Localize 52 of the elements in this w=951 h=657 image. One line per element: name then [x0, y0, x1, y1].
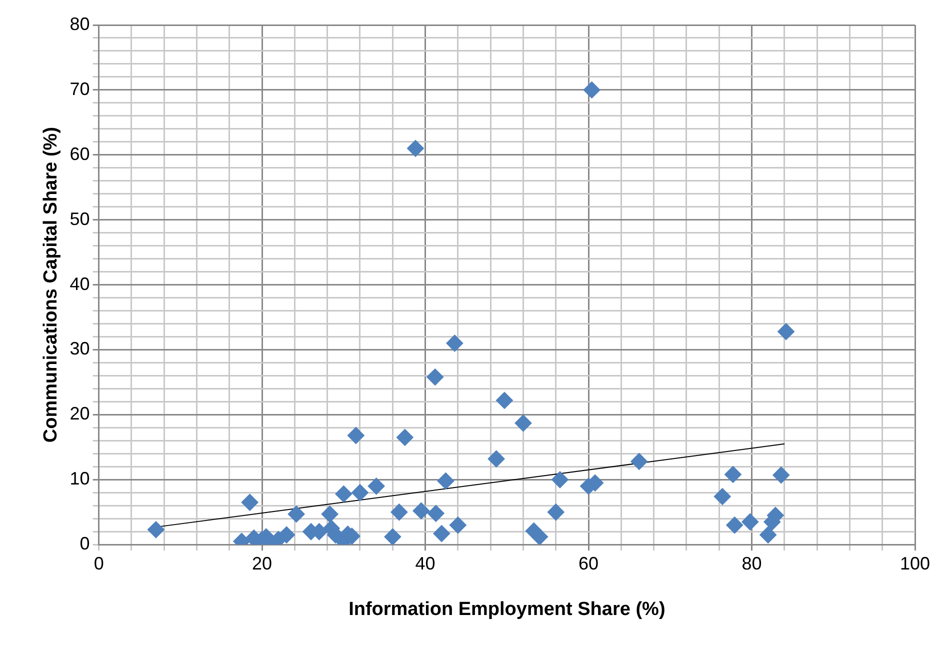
point	[278, 526, 296, 544]
point	[724, 466, 742, 483]
point	[407, 140, 424, 157]
point	[742, 513, 759, 530]
point	[384, 528, 402, 545]
point	[630, 452, 648, 470]
point	[488, 450, 505, 468]
x-tick-label: 80	[742, 553, 762, 574]
x-tick-label: 20	[252, 553, 272, 574]
point	[496, 392, 513, 409]
y-tick-label: 70	[70, 78, 90, 99]
point	[437, 472, 454, 490]
point	[547, 504, 564, 521]
y-tick-label: 40	[70, 274, 90, 294]
y-tick-label: 10	[70, 468, 90, 489]
y-axis-title: Communications Capital Share (%)	[40, 126, 62, 443]
point	[335, 485, 352, 502]
point	[714, 488, 731, 506]
x-tick-label: 40	[415, 553, 436, 574]
point	[514, 414, 532, 432]
x-tick-label: 60	[578, 553, 599, 574]
point	[288, 506, 305, 523]
x-axis-title: Information Employment Share (%)	[348, 598, 666, 620]
point	[368, 478, 385, 495]
point	[412, 502, 430, 520]
point	[426, 368, 444, 386]
y-tick-label: 20	[70, 404, 90, 424]
point	[551, 471, 568, 488]
x-tick-label: 0	[94, 553, 104, 574]
point	[446, 334, 464, 352]
point	[396, 428, 414, 446]
point	[449, 516, 466, 534]
point	[433, 525, 450, 542]
point	[760, 526, 777, 544]
point	[427, 504, 444, 522]
point	[347, 426, 364, 444]
y-tick-label: 30	[70, 338, 90, 359]
point	[778, 323, 795, 340]
y-tick-label: 0	[80, 534, 90, 554]
point	[147, 521, 164, 538]
point	[241, 494, 258, 511]
point	[390, 504, 408, 521]
point	[726, 516, 744, 534]
point	[772, 466, 790, 484]
point	[531, 528, 548, 545]
y-tick-label: 50	[70, 208, 90, 229]
point	[583, 81, 600, 98]
point	[352, 484, 368, 502]
point	[321, 506, 338, 523]
y-tick-label: 60	[70, 144, 90, 164]
x-tick-label: 100	[900, 553, 930, 574]
y-tick-label: 80	[70, 14, 90, 34]
